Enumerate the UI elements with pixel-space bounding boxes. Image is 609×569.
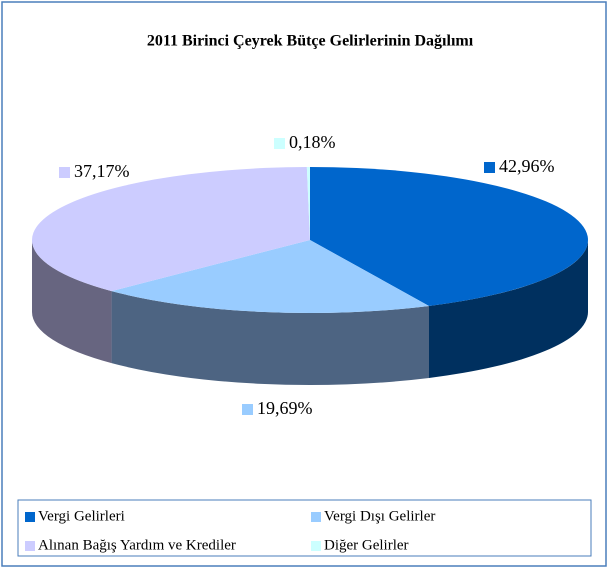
data-label: 42,96% [499, 156, 555, 176]
slice [310, 167, 588, 306]
legend-key [311, 541, 321, 551]
slice [32, 167, 310, 292]
legend-label: Vergi Gelirleri [38, 508, 125, 524]
slice [306, 167, 310, 240]
slice [111, 240, 429, 313]
label-key [59, 167, 70, 178]
legend-label: Vergi Dışı Gelirler [324, 508, 435, 524]
legend-label: Diğer Gelirler [324, 537, 409, 553]
legend-key [25, 541, 35, 551]
slice-side [111, 291, 429, 385]
legend-key [311, 512, 321, 522]
data-label: 19,69% [257, 398, 313, 418]
data-label: 37,17% [74, 161, 130, 181]
legend-box [17, 499, 592, 557]
label-key [274, 138, 285, 149]
chart-title: 2011 Birinci Çeyrek Bütçe Gelirlerinin D… [147, 33, 474, 50]
data-label: 0,18% [289, 132, 336, 152]
slice-side [428, 240, 588, 378]
slice-side [32, 240, 112, 364]
legend-label: Alınan Bağış Yardım ve Krediler [38, 537, 236, 553]
label-key [484, 162, 495, 173]
legend-key [25, 512, 35, 522]
label-key [242, 404, 253, 415]
